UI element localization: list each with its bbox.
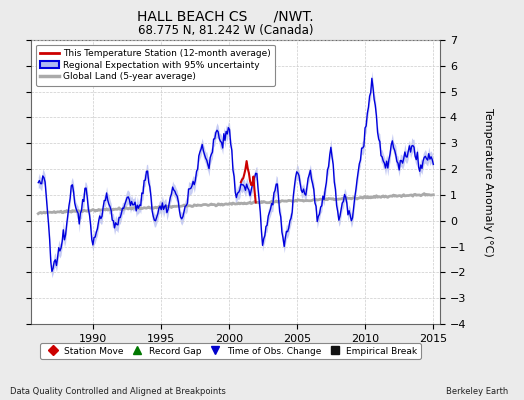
Text: Berkeley Earth: Berkeley Earth xyxy=(446,387,508,396)
Text: 68.775 N, 81.242 W (Canada): 68.775 N, 81.242 W (Canada) xyxy=(138,24,313,37)
Text: HALL BEACH CS      /NWT.: HALL BEACH CS /NWT. xyxy=(137,10,314,24)
Text: Data Quality Controlled and Aligned at Breakpoints: Data Quality Controlled and Aligned at B… xyxy=(10,387,226,396)
Y-axis label: Temperature Anomaly (°C): Temperature Anomaly (°C) xyxy=(483,108,493,256)
Legend: This Temperature Station (12-month average), Regional Expectation with 95% uncer: This Temperature Station (12-month avera… xyxy=(36,44,275,86)
Legend: Station Move, Record Gap, Time of Obs. Change, Empirical Break: Station Move, Record Gap, Time of Obs. C… xyxy=(40,343,421,359)
